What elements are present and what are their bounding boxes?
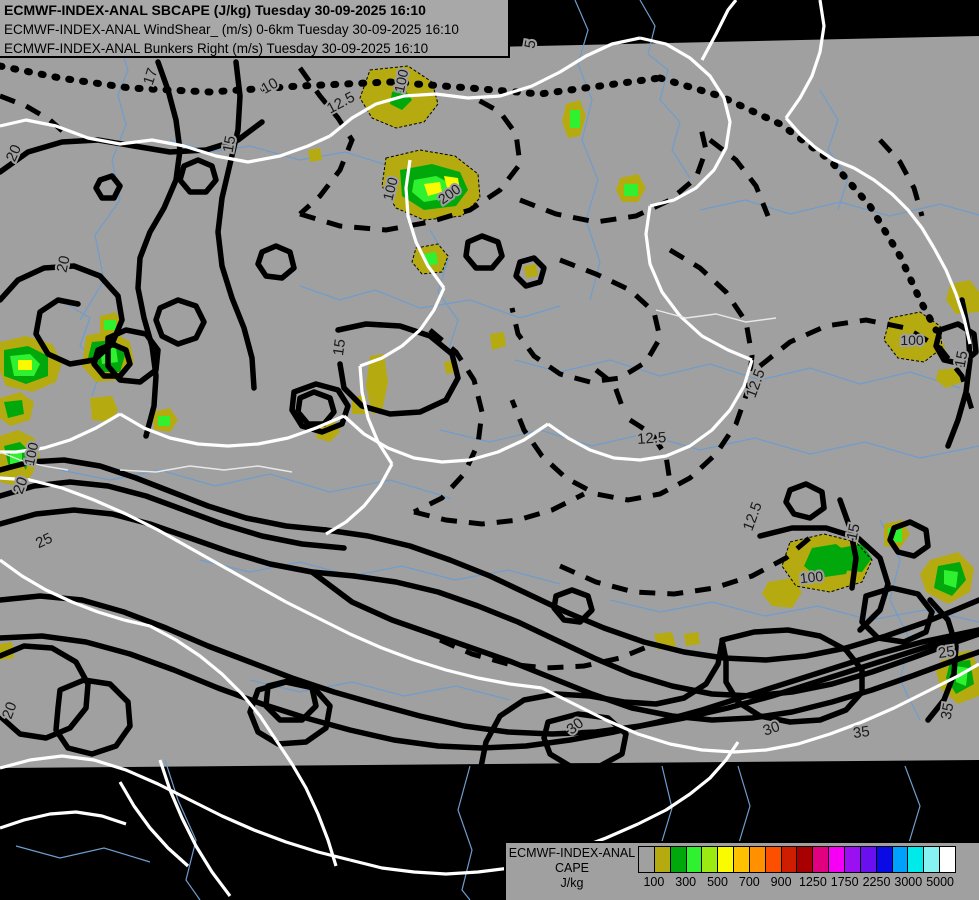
legend-tick-1250: 1250 bbox=[798, 875, 827, 889]
contour-label-bunkers-0: 17 bbox=[140, 66, 161, 87]
legend-swatch-16 bbox=[892, 847, 909, 872]
contour-label-bunkers-10: 15 bbox=[330, 338, 349, 357]
contour-label-bunkers-20: 25 bbox=[33, 530, 55, 552]
legend-units-label: J/kg bbox=[560, 876, 584, 890]
contour-label-cape-5: 100 bbox=[380, 175, 401, 202]
contour-label-bunkers-8: 20 bbox=[3, 142, 25, 164]
legend-swatch-13 bbox=[844, 847, 861, 872]
contour-label-bunkers-26: 35 bbox=[938, 702, 958, 721]
header-line-bunkers: ECMWF-INDEX-ANAL Bunkers Right (m/s) Tue… bbox=[4, 41, 429, 56]
contour-label-bunkers-7: 15 bbox=[220, 135, 240, 154]
header-line-sbcape: ECMWF-INDEX-ANAL SBCAPE (J/kg) Tuesday 3… bbox=[4, 2, 426, 18]
contour-label-bunkers-23: 25 bbox=[937, 643, 956, 662]
contour-label-windshear-1: 10 bbox=[258, 75, 281, 98]
legend-swatch-11 bbox=[813, 847, 830, 872]
contour-label-bunkers-16: 15 bbox=[844, 522, 864, 542]
legend-tick-500: 500 bbox=[707, 875, 728, 889]
legend-swatch-1 bbox=[654, 847, 671, 872]
legend-swatch-2 bbox=[670, 847, 687, 872]
legend-tick-700: 700 bbox=[738, 875, 760, 889]
svg-text:100: 100 bbox=[799, 568, 824, 586]
contour-label-windshear-2: 12.5 bbox=[324, 89, 358, 118]
contour-label-cape-18: 100 bbox=[21, 441, 42, 467]
legend-swatch-14 bbox=[860, 847, 877, 872]
contour-label-bunkers-12: 15 bbox=[952, 350, 972, 369]
svg-text:35: 35 bbox=[852, 723, 871, 742]
legend-swatch-9 bbox=[781, 847, 798, 872]
svg-text:35: 35 bbox=[938, 702, 958, 721]
legend-color-swatches bbox=[638, 846, 956, 873]
legend-swatch-12 bbox=[829, 847, 845, 872]
legend-swatch-18 bbox=[924, 847, 941, 872]
legend-parameter-label: CAPE bbox=[554, 861, 590, 875]
contour-label-cape-11: 100 bbox=[900, 332, 924, 348]
legend-swatch-19 bbox=[940, 847, 955, 872]
svg-text:15: 15 bbox=[330, 338, 349, 357]
legend-model-label: ECMWF-INDEX-ANAL bbox=[508, 846, 636, 860]
contour-label-bunkers-9: 20 bbox=[54, 254, 74, 274]
svg-text:15: 15 bbox=[220, 135, 240, 154]
contour-label-cape-17: 100 bbox=[799, 568, 824, 586]
legend-tick-labels: 100 300 500 700 900 1250 1750 2250 3000 5000 bbox=[638, 873, 956, 891]
legend-tick-300: 300 bbox=[675, 875, 697, 889]
legend-tick-100: 100 bbox=[643, 875, 665, 889]
legend-tick-5000: 5000 bbox=[926, 875, 954, 889]
svg-text:100: 100 bbox=[900, 332, 924, 348]
analysis-domain-shape bbox=[0, 36, 979, 768]
legend-swatch-17 bbox=[908, 847, 925, 872]
contour-label-bunkers-24: 35 bbox=[852, 723, 871, 742]
svg-text:20: 20 bbox=[54, 254, 74, 274]
contour-label-bunkers-25: 30 bbox=[761, 718, 782, 740]
contour-label-cape-4: 100 bbox=[391, 68, 412, 94]
legend-swatch-5 bbox=[718, 847, 735, 872]
legend-tick-1750: 1750 bbox=[830, 875, 859, 889]
contour-label-windshear-15: 12.5 bbox=[740, 500, 766, 533]
svg-text:15: 15 bbox=[844, 522, 864, 542]
header-line-windshear: ECMWF-INDEX-ANAL WindShear_ (m/s) 0-6km … bbox=[4, 22, 459, 37]
contour-label-cape-6: 200 bbox=[435, 181, 463, 208]
cape-legend-panel: ECMWF-INDEX-ANAL CAPE J/kg 100 300 500 700 9… bbox=[504, 841, 979, 900]
contour-label-windshear-3: 5 bbox=[521, 39, 539, 50]
svg-text:25: 25 bbox=[937, 643, 956, 662]
legend-swatch-6 bbox=[734, 847, 750, 872]
contour-label-windshear-14: 12.5 bbox=[637, 429, 667, 448]
contour-label-bunkers-22: 30 bbox=[563, 715, 587, 739]
contour-label-bunkers-19: 20 bbox=[10, 475, 32, 496]
legend-swatch-3 bbox=[686, 847, 703, 872]
legend-swatch-7 bbox=[749, 847, 766, 872]
svg-text:15: 15 bbox=[952, 350, 972, 369]
legend-swatch-0 bbox=[639, 847, 655, 872]
legend-tick-2250: 2250 bbox=[862, 875, 891, 889]
contour-label-bunkers-21: 20 bbox=[0, 700, 21, 721]
contour-label-windshear-13: 12.5 bbox=[743, 367, 769, 400]
legend-tick-900: 900 bbox=[770, 875, 792, 889]
legend-swatch-15 bbox=[876, 847, 893, 872]
legend-swatch-10 bbox=[797, 847, 814, 872]
svg-text:12.5: 12.5 bbox=[637, 429, 667, 448]
legend-swatch-4 bbox=[702, 847, 719, 872]
legend-caption: ECMWF-INDEX-ANAL CAPE J/kg bbox=[506, 843, 638, 891]
legend-swatch-8 bbox=[765, 847, 782, 872]
map-header-panel: ECMWF-INDEX-ANAL SBCAPE (J/kg) Tuesday 3… bbox=[0, 0, 510, 58]
legend-tick-3000: 3000 bbox=[894, 875, 923, 889]
legend-scale: 100 300 500 700 900 1250 1750 2250 3000 5000 bbox=[638, 843, 979, 891]
